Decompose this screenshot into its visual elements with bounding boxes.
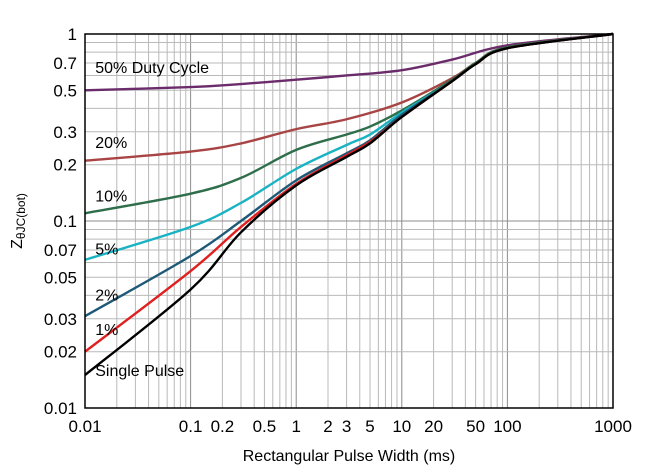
- series-label: 10%: [95, 189, 127, 206]
- series-line-50pct-duty-cycle: [84, 32, 614, 92]
- x-tick-labels: 0.01 0.1 0.2 0.5 1 2 3 5 10 20 50 100 1000: [68, 417, 631, 436]
- series-label: Single Pulse: [95, 363, 184, 380]
- x-tick-label: 50: [466, 417, 485, 436]
- y-tick-label: 0.5: [53, 81, 77, 100]
- series-line-single-pulse: [84, 32, 614, 377]
- series-lines: [84, 32, 614, 377]
- x-tick-label: 0.5: [253, 417, 277, 436]
- y-tick-label: 0.03: [44, 310, 77, 329]
- series-label: 50% Duty Cycle: [95, 60, 209, 77]
- y-tick-label: 0.3: [53, 123, 77, 142]
- y-tick-label: 0.2: [53, 156, 77, 175]
- y-tick-label: 0.7: [53, 54, 77, 73]
- x-tick-label: 0.2: [211, 417, 235, 436]
- y-tick-label: 0.1: [53, 212, 77, 231]
- plot-frame: [84, 33, 614, 409]
- y-tick-label: 0.01: [44, 399, 77, 418]
- x-tick-label: 3: [342, 417, 351, 436]
- series-label: 20%: [95, 135, 127, 152]
- x-tick-label: 2: [323, 417, 332, 436]
- y-axis-title-sub: θJC(bot): [14, 193, 28, 239]
- x-axis-title: Rectangular Pulse Width (ms): [243, 448, 456, 465]
- y-tick-label: 1: [68, 25, 77, 44]
- y-tick-label: 0.07: [44, 241, 77, 260]
- series-label: 2%: [95, 288, 118, 305]
- series-label: 5%: [95, 242, 118, 259]
- series-label: 1%: [95, 322, 118, 339]
- x-tick-label: 100: [493, 417, 521, 436]
- y-tick-label: 0.02: [44, 343, 77, 362]
- series-labels: 50% Duty Cycle 20% 10% 5% 2% 1% Single Pulse: [95, 60, 209, 380]
- x-tick-label: 20: [424, 417, 443, 436]
- x-tick-label: 1: [291, 417, 300, 436]
- x-tick-label: 10: [392, 417, 411, 436]
- x-tick-label: 1000: [594, 417, 632, 436]
- y-tick-label: 0.05: [44, 268, 77, 287]
- x-tick-label: 0.01: [68, 417, 101, 436]
- y-axis-title: ZθJC(bot): [9, 193, 28, 249]
- x-tick-label: 0.1: [179, 417, 203, 436]
- grid: [84, 34, 613, 409]
- y-axis-title-main: Z: [9, 239, 26, 249]
- y-tick-labels: 0.01 0.02 0.03 0.05 0.07 0.1 0.2 0.3 0.5 0.7 1: [44, 25, 77, 418]
- x-tick-label: 5: [365, 417, 374, 436]
